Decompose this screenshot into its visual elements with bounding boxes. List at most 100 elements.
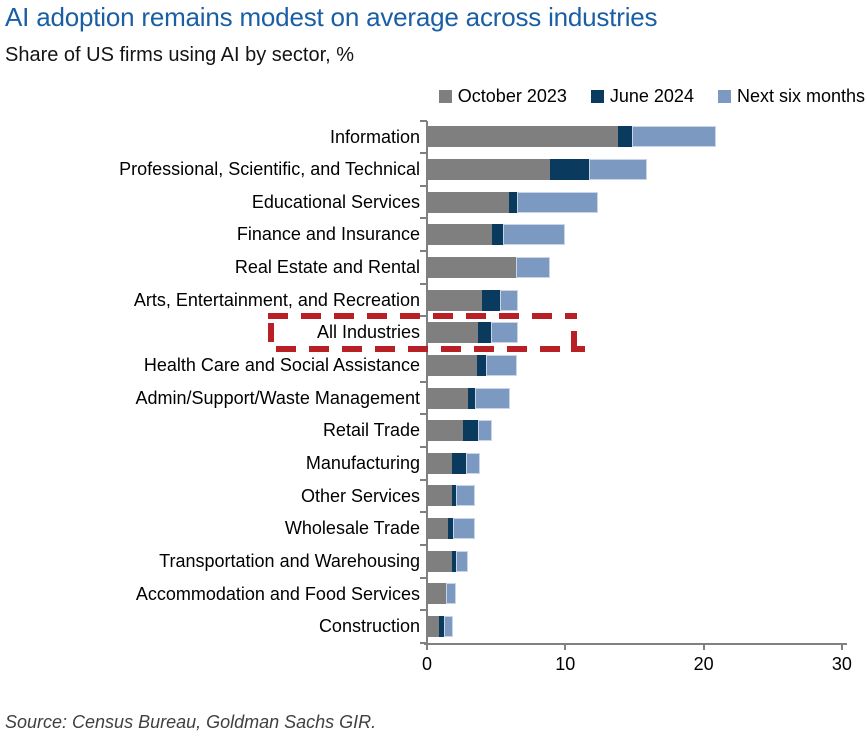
bar-segment [508,191,517,213]
category-label: Wholesale Trade [284,518,420,539]
bar-segment [453,518,476,540]
y-axis-tick [420,217,427,220]
bar-segment [427,354,477,376]
y-axis-tick [420,413,427,416]
bar-segment [427,616,440,638]
x-axis-tick [426,643,428,650]
bar-segment [478,420,492,442]
x-axis-line [424,643,847,645]
bar-segment [451,550,457,572]
legend-swatch-icon [717,90,731,103]
bar-segment [427,256,516,278]
category-label: Professional, Scientific, and Technical [119,159,420,180]
y-axis-tick [420,641,427,644]
bar-segment [476,354,487,376]
legend-swatch-icon [590,90,604,103]
chart-subtitle: Share of US firms using AI by sector, % [5,44,355,66]
category-label: Construction [318,616,420,637]
y-axis-tick [420,446,427,448]
legend-label: Next six months [736,86,865,106]
category-label: Retail Trade [322,420,420,441]
bar-segment [617,126,632,148]
bar-segment [465,452,480,474]
category-label: All Industries [316,322,420,343]
source-note: Source: Census Bureau, Goldman Sachs GIR… [5,712,377,732]
y-axis-tick [420,348,427,351]
bar-segment [451,452,466,474]
y-axis-tick [420,478,427,481]
bar-segment [478,322,491,344]
x-axis-tick [702,643,705,650]
bar-segment [490,322,519,344]
bar-segment [492,224,504,246]
legend-item: Next six months [717,86,865,107]
legend-item: October 2023 [438,86,567,107]
category-label: Educational Services [251,191,420,212]
bar-segment [503,224,566,246]
bar-segment [462,420,479,442]
y-axis-tick [420,184,427,187]
bar-segment [427,550,452,572]
bar-segment [631,126,717,148]
category-label: Accommodation and Food Services [135,583,420,604]
legend-label: June 2024 [609,86,694,106]
bar-segment [439,616,444,638]
category-label: Admin/Support/Waste Management [135,387,420,408]
bar-segment [427,583,447,605]
x-axis-tick [840,643,843,650]
x-axis-tick-label: 30 [831,654,852,674]
page-title: AI adoption remains modest on average ac… [5,2,658,32]
bar-segment [482,289,501,311]
y-axis-tick [420,609,427,612]
category-label: Other Services [300,485,420,506]
highlight-box-edge [571,330,577,352]
y-axis-tick [420,250,427,253]
category-label: Transportation and Warehousing [159,550,420,571]
y-axis-tick [420,152,427,155]
bar-segment [427,322,479,344]
bar-segment [427,158,551,180]
legend-label: October 2023 [457,86,567,106]
bar-segment [456,550,469,572]
bar-segment [427,224,492,246]
category-label: Arts, Entertainment, and Recreation [133,289,420,310]
bar-segment [427,420,463,442]
x-axis-tick-label: 20 [693,654,714,674]
bar-segment [447,518,454,540]
y-axis-tick [420,543,427,546]
category-label: Information [329,126,420,147]
bar-segment [427,485,452,507]
legend-swatch-icon [438,90,452,103]
bar-segment [588,158,647,180]
y-axis-tick [420,282,427,285]
bar-segment [468,387,476,409]
y-axis-tick [420,119,427,122]
bar-segment [427,191,509,213]
bar-segment [515,256,551,278]
category-label: Health Care and Social Assistance [143,355,420,376]
bar-segment [427,452,452,474]
y-axis-tick [420,315,427,318]
bar-segment [427,518,448,540]
category-label: Finance and Insurance [236,224,420,245]
bar-segment [427,289,483,311]
bar-segment [427,387,469,409]
legend-item: June 2024 [590,86,694,107]
x-axis-tick-label: 0 [421,654,432,674]
category-label: Manufacturing [305,453,420,473]
bar-segment [486,354,517,376]
bar-segment [500,289,519,311]
y-axis-tick [420,511,427,514]
y-axis-tick [420,380,427,383]
bar-segment [456,485,476,507]
x-axis-tick [564,643,567,650]
bar-segment [443,616,454,638]
bar-segment [516,191,599,213]
bar-segment [427,126,618,148]
bar-segment [550,158,589,180]
chart-legend: October 2023 June 2024 Next six months [438,86,865,107]
y-axis-tick [420,576,427,579]
bar-segment [475,387,510,409]
bar-segment [446,583,457,605]
